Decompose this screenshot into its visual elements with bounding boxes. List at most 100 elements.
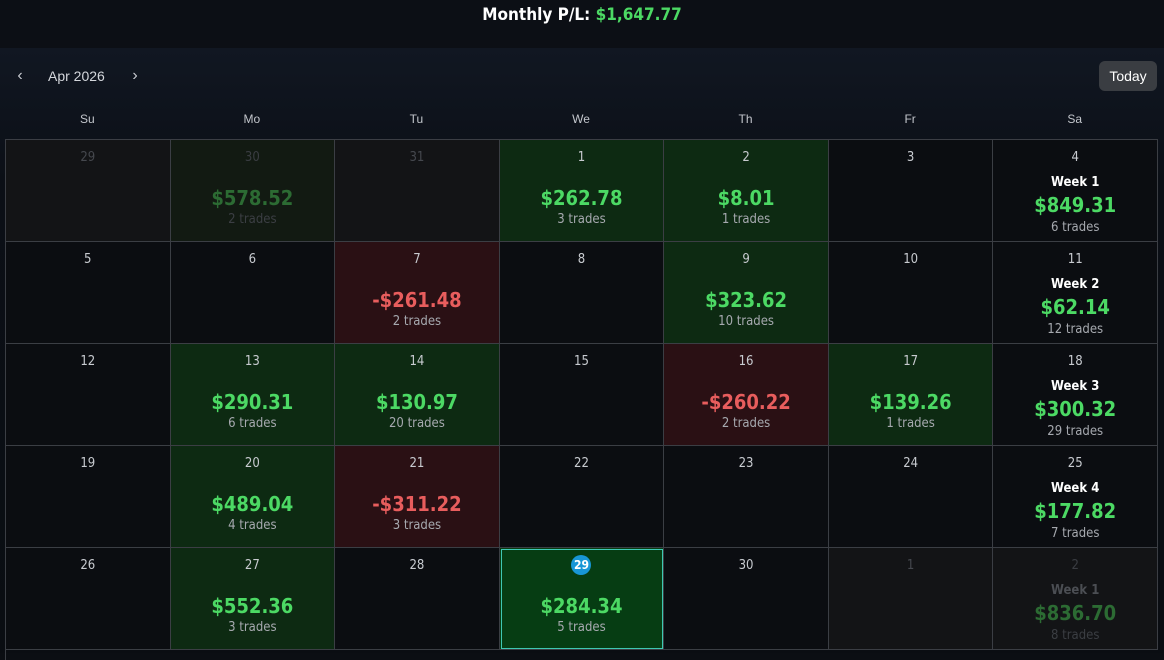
day-number-text: 1	[577, 150, 586, 165]
day-cell[interactable]: 1	[828, 548, 994, 650]
weekday-label: Sa	[1067, 112, 1083, 126]
day-number: 5	[6, 252, 170, 267]
day-number: 10	[829, 252, 993, 267]
week-summary-cell[interactable]: 25 Week 4 $177.82 7 trades	[993, 446, 1158, 548]
day-cell[interactable]: 30	[664, 548, 829, 650]
week-label: Week 2	[1051, 277, 1100, 292]
day-number-text: 2	[742, 150, 750, 165]
day-cell[interactable]: 30 $578.52 2 trades	[170, 140, 336, 242]
monthly-pl-label: Monthly P/L:	[482, 5, 591, 25]
day-number-text: 6	[248, 252, 257, 267]
week-summary-cell[interactable]: 4 Week 1 $849.31 6 trades	[993, 140, 1158, 242]
day-number-text: 8	[577, 252, 586, 267]
day-cell[interactable]: 9 $323.62 10 trades	[664, 242, 829, 344]
day-cell[interactable]: 22	[499, 446, 665, 548]
chevron-left-icon[interactable]: ‹	[17, 67, 23, 84]
weekday-label: Fr	[904, 112, 916, 126]
day-cell[interactable]: 21 -$311.22 3 trades	[335, 446, 500, 548]
day-number: 14	[335, 354, 499, 369]
day-pl-amount: $290.31	[211, 390, 294, 414]
day-trade-count: 1 trades	[721, 212, 771, 227]
day-number-text: 9	[742, 252, 750, 267]
today-button[interactable]: Today	[1099, 61, 1157, 91]
day-number-text: 4	[1071, 150, 1079, 165]
day-number-text: 14	[409, 354, 425, 369]
day-cell[interactable]: 19	[6, 446, 171, 548]
day-cell[interactable]: 31	[335, 140, 500, 242]
day-trade-count: 3 trades	[392, 518, 442, 533]
day-trade-count: 4 trades	[228, 518, 277, 533]
day-pl-amount: $130.97	[375, 390, 458, 414]
week-trade-count: 7 trades	[1050, 526, 1100, 541]
day-number-text: 7	[413, 252, 421, 267]
day-number: 21	[335, 456, 499, 471]
week-label: Week 3	[1051, 379, 1100, 394]
day-cell[interactable]: 29	[6, 140, 171, 242]
day-trade-count: 10 trades	[718, 314, 774, 329]
week-summary-cell[interactable]: 11 Week 2 $62.14 12 trades	[993, 242, 1158, 344]
day-trade-count: 2 trades	[392, 314, 442, 329]
day-cell[interactable]: 20 $489.04 4 trades	[170, 446, 336, 548]
day-number-text: 15	[574, 354, 589, 369]
day-trade-count: 3 trades	[228, 620, 277, 635]
day-cell[interactable]: 24	[828, 446, 994, 548]
day-number-text: 12	[80, 354, 96, 369]
day-pl-amount: $552.36	[211, 594, 294, 618]
day-cell[interactable]: 14 $130.97 20 trades	[335, 344, 500, 446]
day-number-text: 11	[1067, 252, 1083, 267]
day-pl-amount: -$260.22	[701, 390, 791, 414]
weekday-label: Mo	[243, 112, 261, 126]
day-number: 23	[664, 456, 828, 471]
day-cell[interactable]: 8	[499, 242, 665, 344]
day-cell[interactable]: 6	[170, 242, 336, 344]
day-cell[interactable]: 26	[6, 548, 171, 650]
day-number-text: 30	[738, 558, 754, 573]
day-number-text: 22	[574, 456, 589, 471]
day-number: 26	[6, 558, 170, 573]
day-number: 7	[335, 252, 499, 267]
day-cell[interactable]: 7 -$261.48 2 trades	[335, 242, 500, 344]
day-cell[interactable]: 23	[664, 446, 829, 548]
day-cell[interactable]: 13 $290.31 6 trades	[170, 344, 336, 446]
week-summary-cell[interactable]: 2 Week 1 $836.70 8 trades	[993, 548, 1158, 650]
day-cell[interactable]: 29 $284.34 5 trades	[499, 548, 665, 650]
day-number-text: 16	[738, 354, 754, 369]
day-cell[interactable]: 1 $262.78 3 trades	[499, 140, 665, 242]
day-pl-amount: $578.52	[211, 186, 294, 210]
day-cell[interactable]: 5	[6, 242, 171, 344]
today-day-badge: 29	[500, 555, 664, 575]
week-summary-cell[interactable]: 18 Week 3 $300.32 29 trades	[993, 344, 1158, 446]
day-cell[interactable]: 17 $139.26 1 trades	[828, 344, 994, 446]
day-number: 6	[171, 252, 335, 267]
day-pl-amount: $323.62	[705, 288, 788, 312]
week-trade-count: 6 trades	[1050, 220, 1100, 235]
week-pl-amount: $177.82	[1034, 499, 1117, 523]
day-cell[interactable]: 3	[828, 140, 994, 242]
week-trade-count: 29 trades	[1047, 424, 1104, 439]
day-trade-count: 3 trades	[557, 212, 606, 227]
day-pl-amount: -$311.22	[372, 492, 462, 516]
calendar-grid: 29 30 $578.52 2 trades 31 1 $262.78 3 trades 2 $8…	[5, 139, 1158, 660]
day-number: 3	[829, 150, 993, 165]
day-cell[interactable]: 2 $8.01 1 trades	[664, 140, 829, 242]
day-number-text: 2	[1071, 558, 1079, 573]
day-number: 15	[500, 354, 664, 369]
day-cell[interactable]: 28	[335, 548, 500, 650]
chevron-right-icon[interactable]: ›	[132, 67, 138, 84]
day-trade-count: 20 trades	[388, 416, 445, 431]
week-pl-amount: $849.31	[1034, 193, 1117, 217]
day-number: 1	[829, 558, 993, 573]
day-number-text: 24	[903, 456, 919, 471]
day-cell[interactable]: 12	[6, 344, 171, 446]
day-pl-amount: $262.78	[540, 186, 623, 210]
day-cell[interactable]: 16 -$260.22 2 trades	[664, 344, 829, 446]
day-cell[interactable]: 10	[828, 242, 994, 344]
header-bar: Monthly P/L: $1,647.77	[0, 0, 1164, 48]
day-cell[interactable]: 27 $552.36 3 trades	[170, 548, 336, 650]
day-number-text: 3	[906, 150, 915, 165]
day-number-text: 21	[409, 456, 425, 471]
day-number-text: 13	[244, 354, 260, 369]
day-cell[interactable]: 15	[499, 344, 665, 446]
week-pl-amount: $300.32	[1034, 397, 1117, 421]
day-number: 2	[993, 558, 1157, 573]
